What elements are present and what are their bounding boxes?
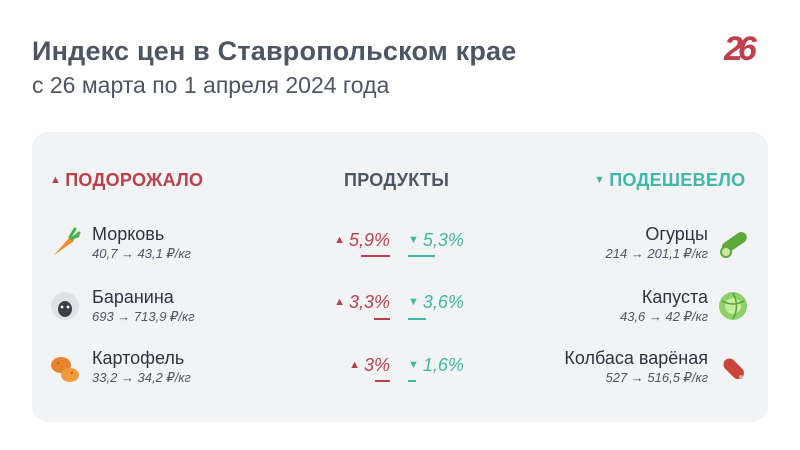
item-price-up: 693 → 713,9 ₽/кг [92, 309, 195, 324]
up-triangle-icon: ▲ [334, 296, 345, 308]
page-subtitle: с 26 марта по 1 апреля 2024 года [32, 72, 390, 98]
bar-up [375, 380, 390, 382]
up-triangle-icon: ▲ [50, 174, 62, 186]
cabbage-icon [716, 289, 750, 323]
price-index-card [32, 132, 768, 422]
bar-down [408, 255, 435, 257]
item-price-up: 40,7 → 43,1 ₽/кг [92, 246, 191, 261]
item-name-up: Баранина [92, 287, 174, 307]
up-triangle-icon: ▲ [349, 359, 360, 371]
item-name-down: Огурцы [645, 224, 708, 244]
item-name-up: Морковь [92, 224, 165, 244]
pct-down: ▼ 5,3% [408, 230, 464, 250]
column-header-down: ▼ ПОДЕШЕВЕЛО [594, 170, 746, 190]
pct-up: ▲ 5,9% [334, 230, 390, 250]
down-triangle-icon: ▼ [408, 234, 419, 246]
cucumber-icon [716, 225, 750, 259]
page-title: Индекс цен в Ставропольском крае [32, 36, 517, 66]
potato-icon [48, 351, 82, 385]
column-header-products: ПРОДУКТЫ [344, 170, 450, 190]
bar-up [360, 255, 390, 257]
pct-up: ▲ 3% [349, 355, 390, 375]
down-triangle-icon: ▼ [408, 296, 419, 308]
pct-down: ▼ 3,6% [408, 292, 464, 312]
bar-down [408, 318, 426, 320]
sausage-icon [716, 351, 750, 385]
bar-down [408, 380, 416, 382]
column-header-up: ▲ ПОДОРОЖАЛО [50, 170, 204, 190]
carrot-icon [48, 225, 82, 259]
bar-up [373, 318, 390, 320]
item-name-down: Колбаса варёная [564, 348, 708, 368]
item-price-down: 43,6 → 42 ₽/кг [619, 309, 708, 324]
item-price-down: 527 → 516,5 ₽/кг [605, 370, 709, 385]
item-name-down: Капуста [641, 287, 708, 307]
pct-down: ▼ 1,6% [408, 355, 464, 375]
sheep-icon [48, 289, 82, 323]
down-triangle-icon: ▼ [408, 359, 419, 371]
up-triangle-icon: ▲ [334, 234, 345, 246]
item-price-up: 33,2 → 34,2 ₽/кг [92, 370, 191, 385]
down-triangle-icon: ▼ [594, 174, 606, 186]
item-price-down: 214 → 201,1 ₽/кг [605, 246, 709, 261]
pct-up: ▲ 3,3% [334, 292, 390, 312]
logo-26: 26 [724, 30, 757, 68]
item-name-up: Картофель [92, 348, 185, 368]
